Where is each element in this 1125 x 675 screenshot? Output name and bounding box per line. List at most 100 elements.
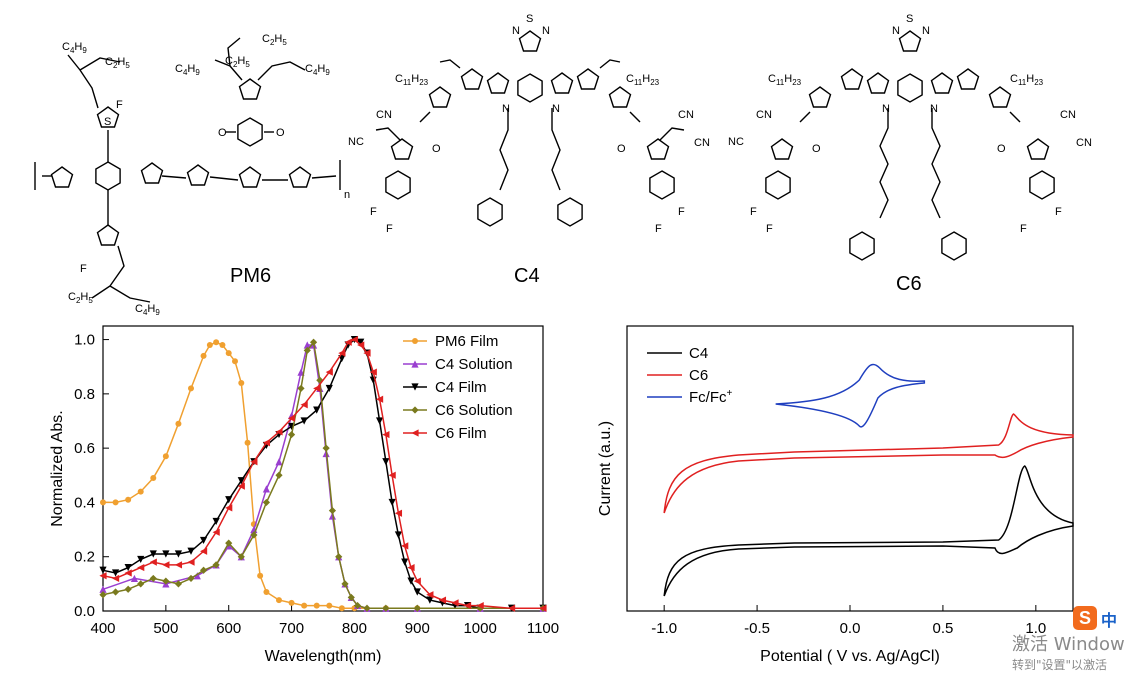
abs-data-point [174, 561, 183, 569]
abs-x-tick-label: 400 [90, 620, 115, 637]
pm6-f-label: F [80, 263, 87, 275]
c6-f-label: F [766, 223, 773, 235]
abs-data-point [124, 585, 132, 593]
pm6-alkyl-label: C2H5 [68, 291, 93, 305]
c6-n-label: N [922, 25, 930, 37]
cv-legend: C4 C6 Fc/Fc+ [647, 345, 733, 406]
abs-y-tick-label: 0.6 [74, 440, 95, 457]
abs-data-point [407, 563, 415, 572]
abs-legend-marker [411, 383, 419, 391]
abs-data-point [344, 338, 352, 346]
abs-legend-label: C4 Film [435, 379, 487, 396]
abs-data-point [187, 558, 195, 566]
c6-f-label: F [1055, 206, 1062, 218]
abs-legend-label: C4 Solution [435, 356, 513, 373]
cv-x-tick-label: 1.0 [1025, 620, 1046, 637]
abs-data-point [162, 561, 170, 569]
abs-data-point [149, 574, 157, 583]
abs-data-point [303, 346, 311, 355]
abs-data-point [130, 574, 139, 583]
c6-cn-label: CN [756, 109, 772, 121]
abs-data-point [341, 580, 349, 588]
abs-data-point [394, 531, 403, 539]
abs-data-point [149, 550, 157, 558]
abs-data-point [363, 604, 371, 612]
abs-data-point [401, 542, 409, 550]
abs-data-point [382, 604, 390, 612]
abs-y-tick-label: 0.0 [74, 603, 95, 620]
abs-data-point [309, 338, 318, 346]
abs-data-point [187, 574, 195, 583]
abs-data-point [338, 605, 345, 612]
abs-data-point [300, 417, 308, 425]
abs-data-point [149, 558, 157, 566]
abs-data-point [382, 430, 390, 439]
c6-structure [765, 30, 1055, 261]
pm6-labels: C4H9 C2H5 F S F C2H5 C4H9 C4H9 C2H5 C2H5… [62, 33, 350, 317]
cv-legend-superscript: + [727, 388, 733, 399]
abs-data-point [303, 341, 311, 349]
abs-data-point [175, 420, 182, 427]
ime-mode-label: 中 [1101, 613, 1118, 630]
abs-data-point [382, 458, 390, 466]
abs-data-point [313, 602, 320, 609]
abs-data-point [219, 342, 226, 348]
pm6-name: PM6 [230, 265, 271, 287]
c6-cn-label: NC [728, 136, 744, 148]
pm6-o-label: O [276, 127, 285, 139]
c6-cn-label: CN [1076, 137, 1092, 149]
abs-data-point [199, 536, 208, 545]
c6-s-label: S [906, 13, 913, 25]
abs-data-point [111, 574, 120, 583]
abs-data-point [426, 596, 434, 604]
pm6-f-label: F [116, 99, 123, 111]
c6-o-label: O [997, 143, 1006, 155]
abs-series-4 [99, 335, 547, 612]
abs-data-point [407, 577, 415, 585]
abs-legend-label: C6 Film [435, 425, 487, 442]
c4-n-label: N [512, 25, 520, 37]
abs-data-point [213, 339, 220, 346]
cv-legend-label: C6 [689, 367, 708, 384]
abs-data-point [99, 566, 107, 574]
abs-data-point [363, 349, 371, 357]
abs-data-point [275, 428, 283, 436]
abs-series-2 [99, 335, 547, 612]
abs-data-point [232, 358, 238, 365]
abs-data-point [111, 588, 120, 596]
abs-data-point [125, 496, 132, 503]
abs-data-point [476, 604, 484, 612]
abs-data-point [250, 458, 258, 466]
pm6-alkyl-label: C4H9 [175, 63, 200, 77]
c4-name: C4 [514, 265, 540, 287]
abs-data-point [212, 517, 220, 526]
ime-indicator[interactable]: S 中 [1073, 606, 1125, 630]
abs-data-point [369, 368, 377, 376]
abs-data-point [357, 338, 365, 346]
abs-x-tick-label: 1100 [527, 620, 559, 637]
abs-data-point [463, 601, 472, 610]
pm6-alkyl-label: C2H5 [225, 55, 250, 69]
c6-n-label: N [930, 103, 938, 115]
abs-data-point [187, 547, 195, 555]
abs-data-point [426, 591, 434, 599]
abs-data-point [288, 599, 295, 606]
abs-legend-label: C6 Solution [435, 402, 513, 419]
abs-y-tick-label: 0.8 [74, 386, 95, 403]
abs-data-point [276, 597, 282, 604]
abs-data-point [238, 380, 245, 386]
abs-data-point [111, 569, 120, 577]
abs-data-point [287, 430, 296, 439]
abs-data-point [300, 401, 308, 409]
abs-data-point [275, 458, 283, 466]
pm6-alkyl-label: C4H9 [305, 63, 330, 77]
abs-data-point [174, 580, 183, 588]
abs-data-point [137, 488, 144, 495]
activate-watermark-title: 激活 Window [1012, 634, 1125, 655]
abs-data-point [326, 602, 333, 609]
sogou-logo-icon: S [1073, 606, 1097, 630]
abs-data-point [212, 561, 220, 569]
c4-f-label: F [678, 206, 685, 218]
c6-o-label: O [812, 143, 821, 155]
abs-data-point [188, 385, 194, 392]
